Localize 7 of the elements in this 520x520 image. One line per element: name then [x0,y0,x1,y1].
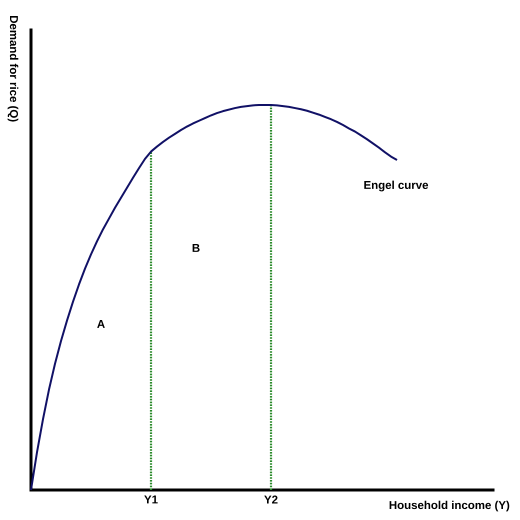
annotation: A [97,320,105,328]
annotation: Engel curve [364,180,428,192]
x-tick-label: Y2 [264,496,278,504]
x-axis-title: Household income (Y) [390,500,510,512]
y-axis-title: Demand for rice (Q) [8,16,18,122]
annotation: B [192,244,200,252]
x-tick-label: Y1 [144,496,158,504]
